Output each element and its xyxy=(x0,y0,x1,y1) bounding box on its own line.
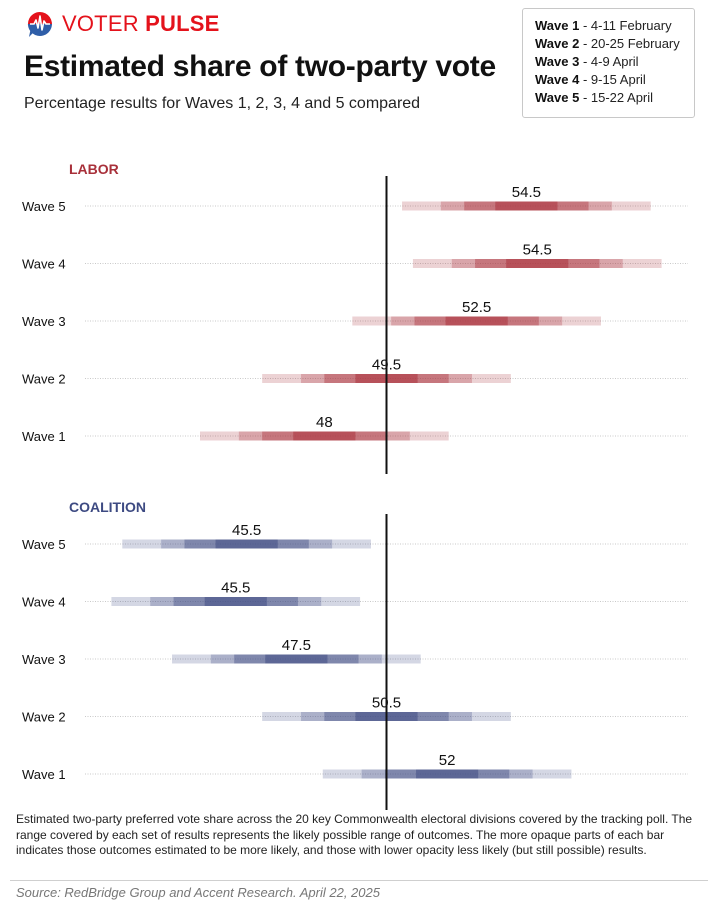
brand: VOTER PULSE xyxy=(26,8,219,40)
row-label: Wave 2 xyxy=(22,372,66,387)
range-band xyxy=(506,259,569,268)
data-label: 48 xyxy=(316,414,333,431)
row-label: Wave 4 xyxy=(22,257,66,272)
range-band xyxy=(445,316,508,326)
source-note: Source: RedBridge Group and Accent Resea… xyxy=(16,885,380,900)
legend-item: Wave 1 - 4-11 February xyxy=(535,18,672,33)
range-band xyxy=(215,539,278,549)
brand-name: VOTER PULSE xyxy=(62,11,220,36)
range-band xyxy=(293,431,356,441)
row-label: Wave 2 xyxy=(22,710,66,725)
legend-item: Wave 5 - 15-22 April xyxy=(535,90,654,105)
chart-footnote: Estimated two-party preferred vote share… xyxy=(16,812,693,857)
chart-title: Estimated share of two-party vote xyxy=(24,50,496,83)
data-label: 54.5 xyxy=(523,242,552,259)
data-label: 45.5 xyxy=(232,522,261,539)
legend-item: Wave 2 - 20-25 February xyxy=(535,36,680,51)
panel-heading-coalition: COALITION xyxy=(69,499,146,515)
row-label: Wave 4 xyxy=(22,595,66,610)
range-band xyxy=(495,201,558,211)
row-label: Wave 5 xyxy=(22,199,66,214)
data-label: 54.5 xyxy=(512,184,541,201)
data-label: 45.5 xyxy=(221,580,250,597)
divider xyxy=(10,880,708,881)
range-band xyxy=(265,654,328,664)
row-label: Wave 1 xyxy=(22,429,66,444)
range-band xyxy=(204,597,267,606)
data-label: 52 xyxy=(439,752,456,769)
chart-subtitle: Percentage results for Waves 1, 2, 3, 4 … xyxy=(24,95,421,112)
range-band xyxy=(416,769,479,779)
row-label: Wave 3 xyxy=(22,652,66,667)
legend-item: Wave 3 - 4-9 April xyxy=(535,54,639,69)
wave-dates-legend: Wave 1 - 4-11 February Wave 2 - 20-25 Fe… xyxy=(522,8,695,118)
speech-bubble-pulse-icon xyxy=(27,11,52,37)
data-label: 52.5 xyxy=(462,299,491,316)
panel-heading-labor: LABOR xyxy=(69,161,119,177)
range-bar-chart: LABOR Wave 5 54.5 Wave 4 54.5 Wave 3 52.5 Wave … xyxy=(22,161,688,810)
legend-item: Wave 4 - 9-15 April xyxy=(535,72,646,87)
row-label: Wave 5 xyxy=(22,537,66,552)
data-label: 47.5 xyxy=(282,637,311,654)
row-label: Wave 1 xyxy=(22,767,66,782)
row-label: Wave 3 xyxy=(22,314,66,329)
